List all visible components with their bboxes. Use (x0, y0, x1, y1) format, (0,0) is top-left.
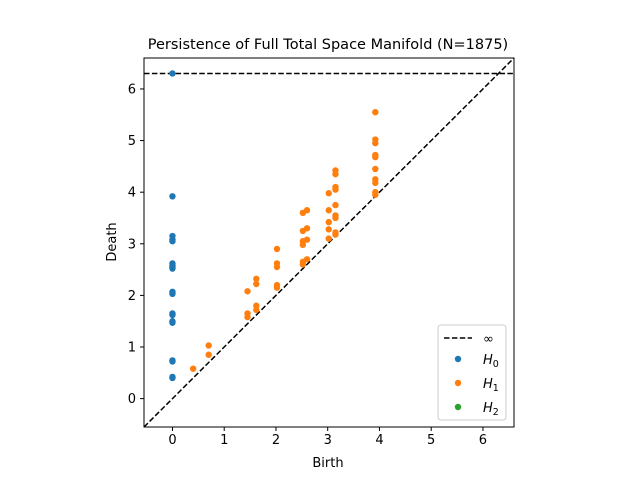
x-tick-label: 6 (479, 433, 487, 448)
point-h1 (325, 226, 332, 233)
y-tick-label: 2 (128, 289, 136, 304)
point-h1 (189, 365, 197, 372)
point-h1 (244, 313, 251, 321)
point-h0 (169, 290, 176, 298)
y-axis: 0 1 2 3 4 5 6 (128, 82, 144, 407)
legend-infinity-label: ∞ (483, 332, 494, 347)
y-tick-label: 0 (128, 392, 136, 407)
x-tick-label: 2 (272, 433, 280, 448)
point-h0 (169, 193, 176, 200)
point-h1 (372, 108, 379, 116)
point-h1 (372, 153, 379, 161)
point-h1 (273, 245, 281, 253)
point-h1 (303, 256, 311, 263)
y-axis-label: Death (105, 222, 120, 261)
point-h1 (325, 235, 332, 242)
y-tick-label: 1 (128, 341, 136, 356)
point-h1 (372, 165, 379, 173)
point-h1 (325, 218, 332, 226)
point-h1 (332, 214, 339, 222)
plot-frame (143, 57, 515, 428)
point-h1 (332, 231, 339, 238)
point-h1 (372, 179, 379, 187)
legend-marker-h0 (454, 355, 462, 363)
x-tick-label: 5 (427, 433, 435, 448)
point-h1 (303, 236, 311, 243)
plot-area (144, 58, 514, 427)
chart-title: Persistence of Full Total Space Manifold… (148, 37, 508, 53)
point-h0 (169, 70, 176, 77)
point-h0 (169, 358, 176, 365)
y-tick-label: 5 (128, 134, 136, 149)
point-h0 (169, 311, 176, 319)
point-h1 (332, 201, 339, 209)
point-h1 (273, 284, 281, 291)
point-h1 (372, 191, 379, 198)
point-h1 (299, 241, 307, 249)
point-h1 (325, 207, 332, 214)
point-h1 (332, 186, 339, 193)
points-layer (169, 70, 379, 382)
x-axis: 0 1 2 3 4 5 6 (168, 427, 487, 448)
point-h0 (169, 374, 176, 382)
legend-marker-h2 (454, 403, 462, 411)
x-tick-label: 1 (220, 433, 228, 448)
diagonal-line (144, 58, 514, 427)
point-h0 (169, 265, 176, 272)
point-h1 (205, 342, 212, 349)
x-tick-label: 0 (168, 433, 176, 448)
x-tick-label: 3 (324, 433, 332, 448)
y-tick-label: 3 (128, 237, 136, 252)
x-tick-label: 4 (375, 433, 383, 448)
point-h1 (253, 306, 260, 314)
point-h1 (303, 207, 311, 214)
point-h1 (332, 170, 339, 178)
point-h1 (299, 261, 307, 268)
point-h1 (325, 190, 332, 197)
x-axis-label: Birth (312, 456, 343, 471)
point-h1 (244, 288, 251, 295)
legend-box (437, 324, 507, 421)
point-h1 (273, 263, 281, 271)
point-h1 (253, 275, 260, 283)
point-h0 (169, 238, 176, 245)
point-h1 (205, 351, 212, 358)
y-tick-label: 6 (128, 82, 136, 97)
y-tick-label: 4 (128, 186, 136, 201)
legend-marker-h1 (454, 379, 462, 387)
point-h1 (253, 280, 260, 288)
point-h1 (372, 139, 379, 147)
point-h0 (169, 319, 176, 326)
point-h1 (303, 225, 311, 232)
